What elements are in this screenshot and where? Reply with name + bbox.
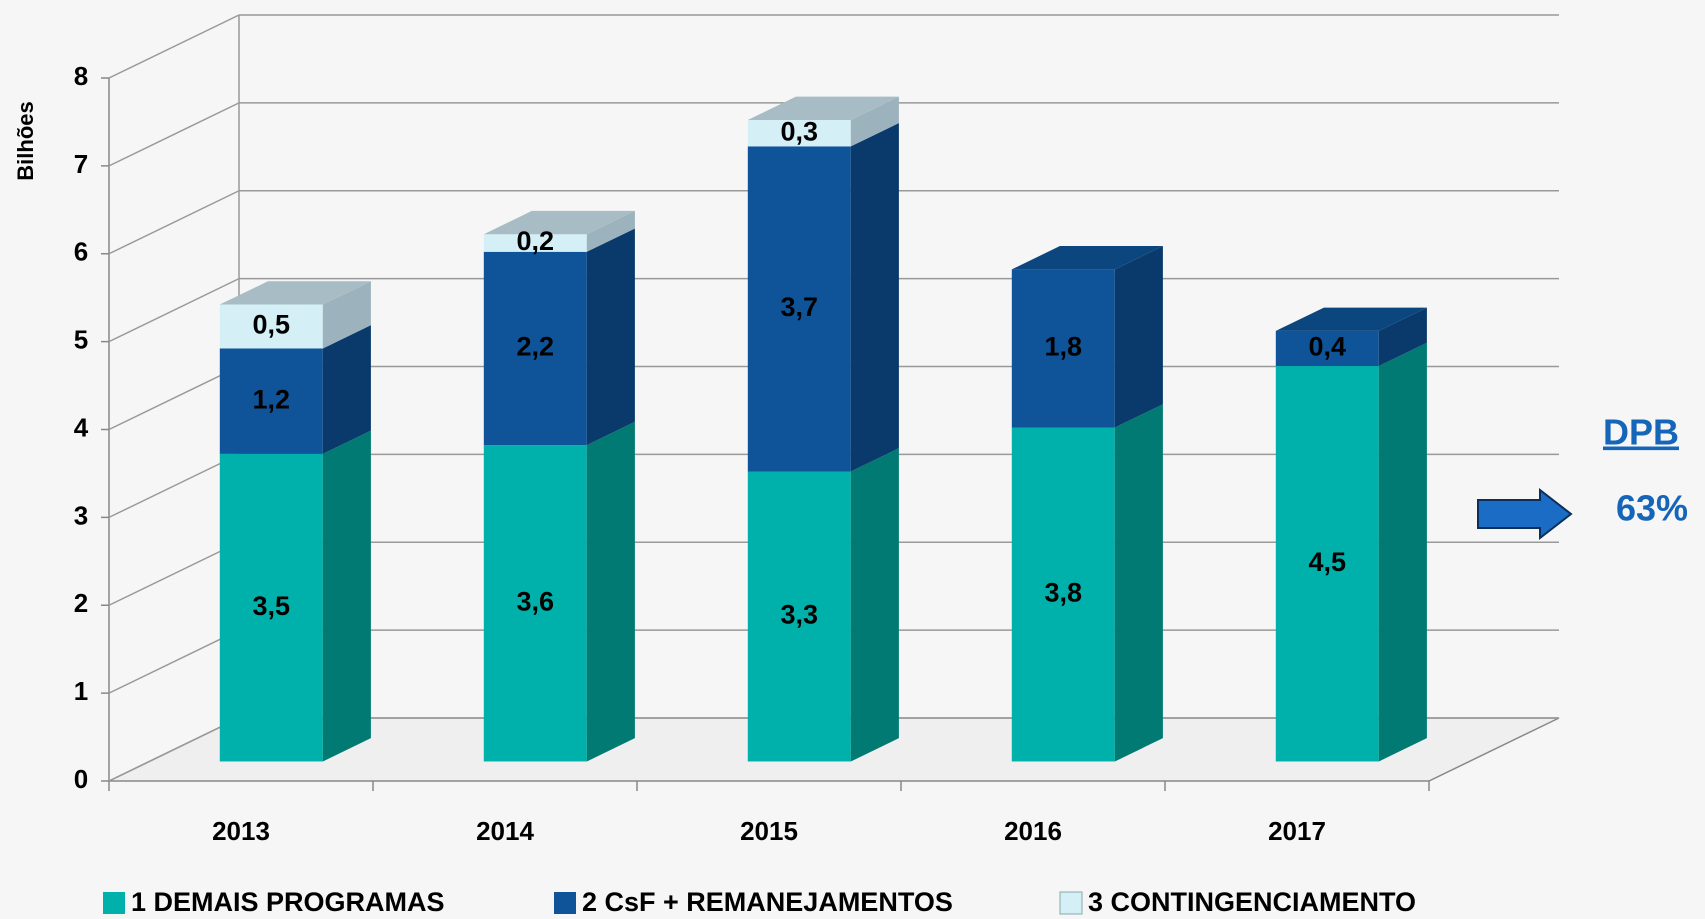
x-tick-label: 2015 xyxy=(740,816,798,846)
bar-side xyxy=(850,96,899,147)
bar-side xyxy=(850,448,899,762)
data-label: 4,5 xyxy=(1309,547,1347,577)
bar-segment xyxy=(483,445,587,762)
bar-segment xyxy=(1275,366,1379,762)
bar-top xyxy=(219,281,371,305)
grid-line xyxy=(108,277,240,343)
bar-side xyxy=(322,430,371,762)
data-label: 1,2 xyxy=(253,384,291,414)
data-label: 3,3 xyxy=(781,600,819,630)
bar-top xyxy=(483,210,635,235)
bar-segment xyxy=(219,304,323,349)
legend-label: 2 CsF + REMANEJAMENTOS xyxy=(582,887,953,917)
y-tick-label: 7 xyxy=(74,149,88,179)
grid-line xyxy=(108,365,240,431)
data-label: 2,2 xyxy=(517,332,555,362)
annotation: 63% xyxy=(1616,488,1688,529)
annotation: DPB xyxy=(1603,412,1679,453)
bar-segment xyxy=(219,348,323,454)
y-tick-label: 8 xyxy=(74,61,88,91)
data-label: 3,7 xyxy=(781,292,819,322)
bar-segment xyxy=(219,453,323,762)
bar-side xyxy=(1114,404,1163,762)
legend-label: 1 DEMAIS PROGRAMAS xyxy=(131,887,445,917)
data-label: 0,3 xyxy=(781,116,819,146)
bar-segment xyxy=(747,119,851,147)
legend-swatch xyxy=(103,892,125,914)
bar-side xyxy=(1378,342,1427,762)
x-tick-label: 2017 xyxy=(1268,816,1326,846)
bar-side xyxy=(322,281,371,349)
bar-segment xyxy=(747,146,851,472)
bar-side xyxy=(850,123,899,472)
grid-line xyxy=(108,190,240,255)
bar-side xyxy=(1378,307,1427,367)
y-tick-label: 3 xyxy=(74,500,88,530)
grid-line xyxy=(108,629,240,694)
grid-line xyxy=(108,717,240,782)
bar-side xyxy=(586,210,635,252)
data-label: 1,8 xyxy=(1045,332,1083,362)
bar-top xyxy=(747,96,899,120)
y-tick-label: 4 xyxy=(74,412,89,442)
bar-side xyxy=(322,325,371,454)
bar-segment xyxy=(1011,427,1115,762)
legend-swatch xyxy=(554,892,576,914)
data-label: 3,8 xyxy=(1045,578,1083,608)
bar-top xyxy=(1011,246,1163,270)
y-tick-label: 5 xyxy=(74,325,88,355)
bar-segment xyxy=(483,234,587,252)
data-label: 3,6 xyxy=(517,586,555,616)
y-tick-label: 0 xyxy=(74,764,88,794)
data-label: 0,2 xyxy=(517,226,555,256)
arrow xyxy=(1477,487,1573,541)
bar-segment xyxy=(1275,330,1379,367)
grid-line xyxy=(108,453,240,519)
bar-segment xyxy=(483,251,587,446)
y-axis-label: Bilhões xyxy=(13,101,38,180)
y-tick-label: 6 xyxy=(74,237,88,267)
data-label: 0,5 xyxy=(253,310,291,340)
x-tick-label: 2013 xyxy=(212,816,270,846)
x-tick-label: 2014 xyxy=(476,816,534,846)
x-tick-label: 2016 xyxy=(1004,816,1062,846)
grid-line xyxy=(108,14,240,79)
bar-side xyxy=(1114,246,1163,428)
legend-swatch xyxy=(1059,891,1083,915)
bar-side xyxy=(586,228,635,446)
data-label: 0,4 xyxy=(1309,332,1347,362)
bar-side xyxy=(586,421,635,762)
y-tick-label: 2 xyxy=(74,588,88,618)
grid-line xyxy=(108,541,240,606)
data-label: 3,5 xyxy=(253,591,291,621)
y-tick-label: 1 xyxy=(74,676,88,706)
bar-segment xyxy=(1011,269,1115,428)
bar-segment xyxy=(747,471,851,762)
legend-label: 3 CONTINGENCIAMENTO xyxy=(1088,887,1416,917)
grid-line xyxy=(108,102,240,167)
bar-top xyxy=(1275,307,1427,331)
